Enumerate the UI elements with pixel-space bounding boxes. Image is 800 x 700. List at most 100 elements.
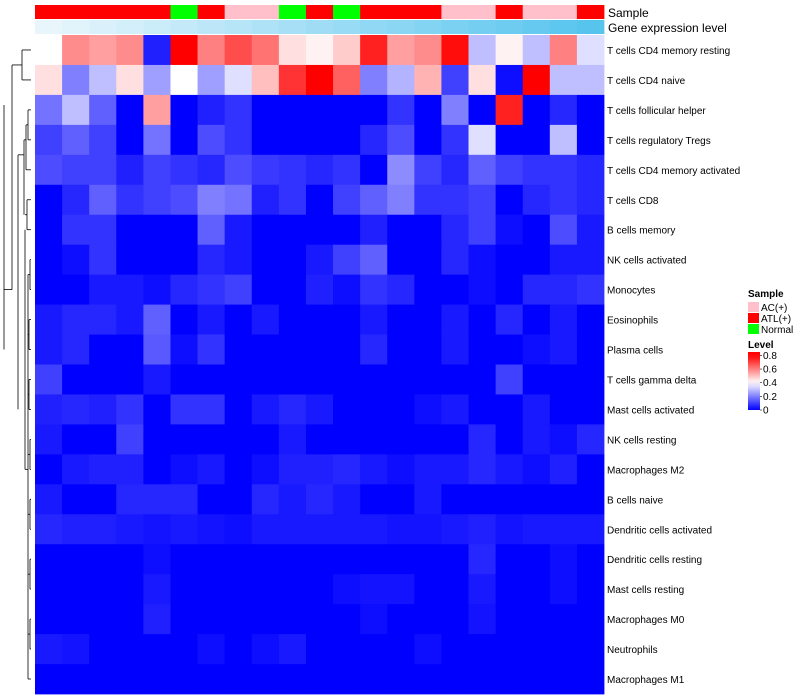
row-label: Mast cells activated bbox=[607, 405, 694, 416]
heatmap-cell bbox=[278, 484, 307, 515]
heatmap-cell bbox=[224, 394, 253, 425]
sample-annotation-cell bbox=[89, 5, 117, 19]
heatmap-cell bbox=[224, 574, 253, 605]
heatmap-cell bbox=[549, 484, 578, 515]
heatmap-cell bbox=[360, 304, 388, 335]
heatmap-cell bbox=[116, 544, 144, 575]
heatmap-cell bbox=[549, 514, 578, 545]
heatmap-cell bbox=[89, 64, 117, 96]
heatmap-cell bbox=[305, 244, 334, 276]
sample-annotation-cell bbox=[62, 5, 90, 19]
heatmap-cell bbox=[89, 604, 117, 635]
expression-annotation-cell bbox=[522, 20, 551, 34]
heatmap-cell bbox=[333, 604, 361, 635]
heatmap-cell bbox=[333, 364, 361, 395]
expression-annotation-cell bbox=[62, 20, 90, 34]
heatmap-cell bbox=[387, 664, 415, 695]
heatmap-cell bbox=[495, 35, 524, 66]
heatmap-cell bbox=[62, 634, 90, 665]
heatmap-cell bbox=[143, 154, 171, 186]
row-label: T cells CD4 memory resting bbox=[607, 46, 730, 57]
heatmap-cell bbox=[278, 35, 307, 66]
heatmap-cell bbox=[116, 514, 144, 545]
heatmap-cell bbox=[35, 364, 63, 395]
heatmap-cell bbox=[441, 424, 469, 455]
heatmap-cell bbox=[116, 35, 144, 66]
heatmap-cell bbox=[414, 574, 442, 605]
row-dendrogram bbox=[3, 49, 31, 680]
legend-title-sample: Sample bbox=[748, 289, 784, 300]
heatmap-cell bbox=[197, 64, 226, 96]
heatmap-cell bbox=[62, 334, 90, 365]
heatmap-cell bbox=[468, 214, 497, 246]
heatmap-cell bbox=[197, 544, 226, 575]
heatmap-cell bbox=[62, 64, 90, 96]
heatmap-cell bbox=[62, 574, 90, 605]
heatmap-cell bbox=[468, 424, 497, 455]
heatmap-cell bbox=[387, 364, 415, 395]
heatmap-cell bbox=[143, 664, 171, 695]
expression-annotation-cell bbox=[197, 20, 226, 34]
heatmap-cell bbox=[468, 664, 497, 695]
heatmap-cell bbox=[305, 35, 334, 66]
heatmap-cell bbox=[143, 35, 171, 66]
sample-annotation-cell bbox=[143, 5, 171, 19]
heatmap-cell bbox=[116, 154, 144, 186]
heatmap-cell bbox=[143, 304, 171, 335]
heatmap-cell bbox=[143, 634, 171, 665]
heatmap-cell bbox=[278, 574, 307, 605]
heatmap-cell bbox=[468, 244, 497, 276]
heatmap-cell bbox=[305, 274, 334, 305]
heatmap-cell bbox=[333, 634, 361, 665]
heatmap-cell bbox=[116, 304, 144, 335]
heatmap-cells bbox=[35, 35, 605, 695]
heatmap-cell bbox=[360, 394, 388, 425]
heatmap-cell bbox=[414, 124, 442, 156]
heatmap-cell bbox=[414, 364, 442, 395]
heatmap-cell bbox=[333, 154, 361, 186]
heatmap-cell bbox=[495, 64, 524, 96]
heatmap-cell bbox=[89, 424, 117, 455]
sample-annotation-cell bbox=[197, 5, 226, 19]
sample-annotation-cell bbox=[278, 5, 307, 19]
expression-annotation-cell bbox=[414, 20, 442, 34]
level-colorbar bbox=[748, 352, 760, 410]
heatmap-cell bbox=[387, 274, 415, 305]
heatmap-cell bbox=[143, 124, 171, 156]
heatmap-cell bbox=[387, 304, 415, 335]
heatmap-cell bbox=[468, 484, 497, 515]
heatmap-cell bbox=[251, 484, 280, 515]
heatmap-cell bbox=[305, 454, 334, 485]
heatmap-cell bbox=[89, 544, 117, 575]
expression-annotation-cell bbox=[549, 20, 578, 34]
heatmap-cell bbox=[414, 424, 442, 455]
heatmap-cell bbox=[387, 214, 415, 246]
heatmap-cell bbox=[35, 274, 63, 305]
heatmap-cell bbox=[251, 544, 280, 575]
heatmap-cell bbox=[576, 244, 605, 276]
row-label: Neutrophils bbox=[607, 645, 658, 656]
heatmap-cell bbox=[522, 454, 551, 485]
heatmap-cell bbox=[62, 94, 90, 126]
heatmap-cell bbox=[576, 35, 605, 66]
expression-annotation-cell bbox=[251, 20, 280, 34]
heatmap-cell bbox=[224, 364, 253, 395]
heatmap-cell bbox=[576, 124, 605, 156]
heatmap-cell bbox=[441, 574, 469, 605]
heatmap-cell bbox=[278, 664, 307, 695]
heatmap-cell bbox=[576, 304, 605, 335]
expression-annotation-cell bbox=[116, 20, 144, 34]
heatmap-cell bbox=[333, 244, 361, 276]
heatmap-cell bbox=[278, 244, 307, 276]
heatmap-cell bbox=[116, 634, 144, 665]
heatmap-cell bbox=[35, 124, 63, 156]
row-label: Macrophages M0 bbox=[607, 615, 685, 626]
legend-label: Normal bbox=[761, 325, 793, 336]
row-label: Dendritic cells activated bbox=[607, 525, 712, 536]
heatmap-cell bbox=[89, 184, 117, 216]
row-label: Eosinophils bbox=[607, 316, 658, 327]
heatmap-cell bbox=[305, 64, 334, 96]
heatmap-cell bbox=[197, 364, 226, 395]
heatmap-cell bbox=[89, 35, 117, 66]
